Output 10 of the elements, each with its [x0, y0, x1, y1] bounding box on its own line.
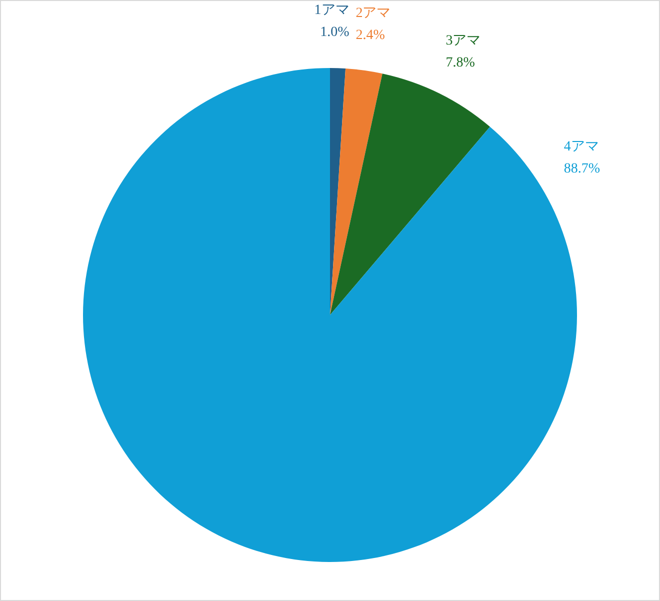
pie-slice — [330, 68, 382, 315]
slice-label: 3アマ — [446, 34, 481, 49]
pie-slice — [330, 74, 490, 315]
slice-label: 2アマ — [356, 6, 391, 21]
data-label: 7.8% — [446, 56, 476, 71]
slice-label: 4アマ — [564, 140, 599, 155]
data-label: 2.4% — [356, 28, 386, 43]
slice-label: 1アマ — [314, 3, 350, 18]
data-label: 1.0% — [320, 25, 350, 40]
data-label: 88.7% — [564, 162, 600, 177]
